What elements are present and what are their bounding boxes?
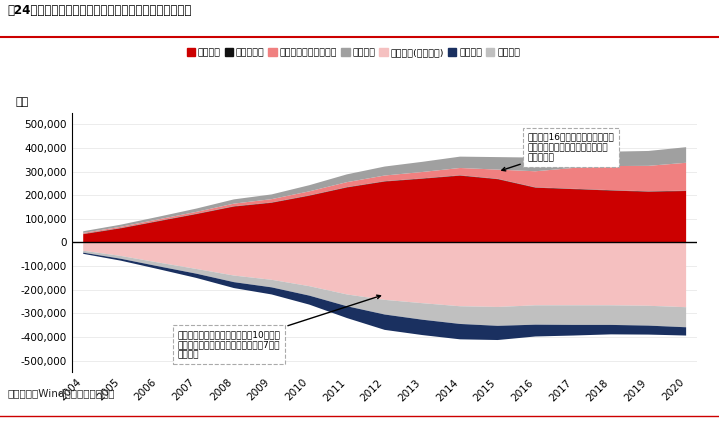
Text: 亿元: 亿元 [16, 97, 29, 107]
Legend: 国外资产, 对政府债权, 对其他存款性公司债权, 其他资产, 储备货币(基础货币), 债券发行, 其他负债: 国外资产, 对政府债权, 对其他存款性公司债权, 其他资产, 储备货币(基础货币… [183, 45, 524, 61]
Text: 图24：我国央行资产负债表中资产端与负债端的主要变化: 图24：我国央行资产负债表中资产端与负债端的主要变化 [7, 4, 191, 17]
Text: 资料来源：Wind，中信证券研究部: 资料来源：Wind，中信证券研究部 [7, 388, 115, 398]
Text: 负债端：债券发行的净贡献已较10年前明
显减少，储备货币和其他资产在过去7年间
趋于稳定: 负债端：债券发行的净贡献已较10年前明 显减少，储备货币和其他资产在过去7年间 … [178, 295, 380, 360]
Text: 资产端：16年以来对其他存款性公
司债券上升较为明显，抵补了国外
资产的下降: 资产端：16年以来对其他存款性公 司债券上升较为明显，抵补了国外 资产的下降 [502, 132, 615, 171]
